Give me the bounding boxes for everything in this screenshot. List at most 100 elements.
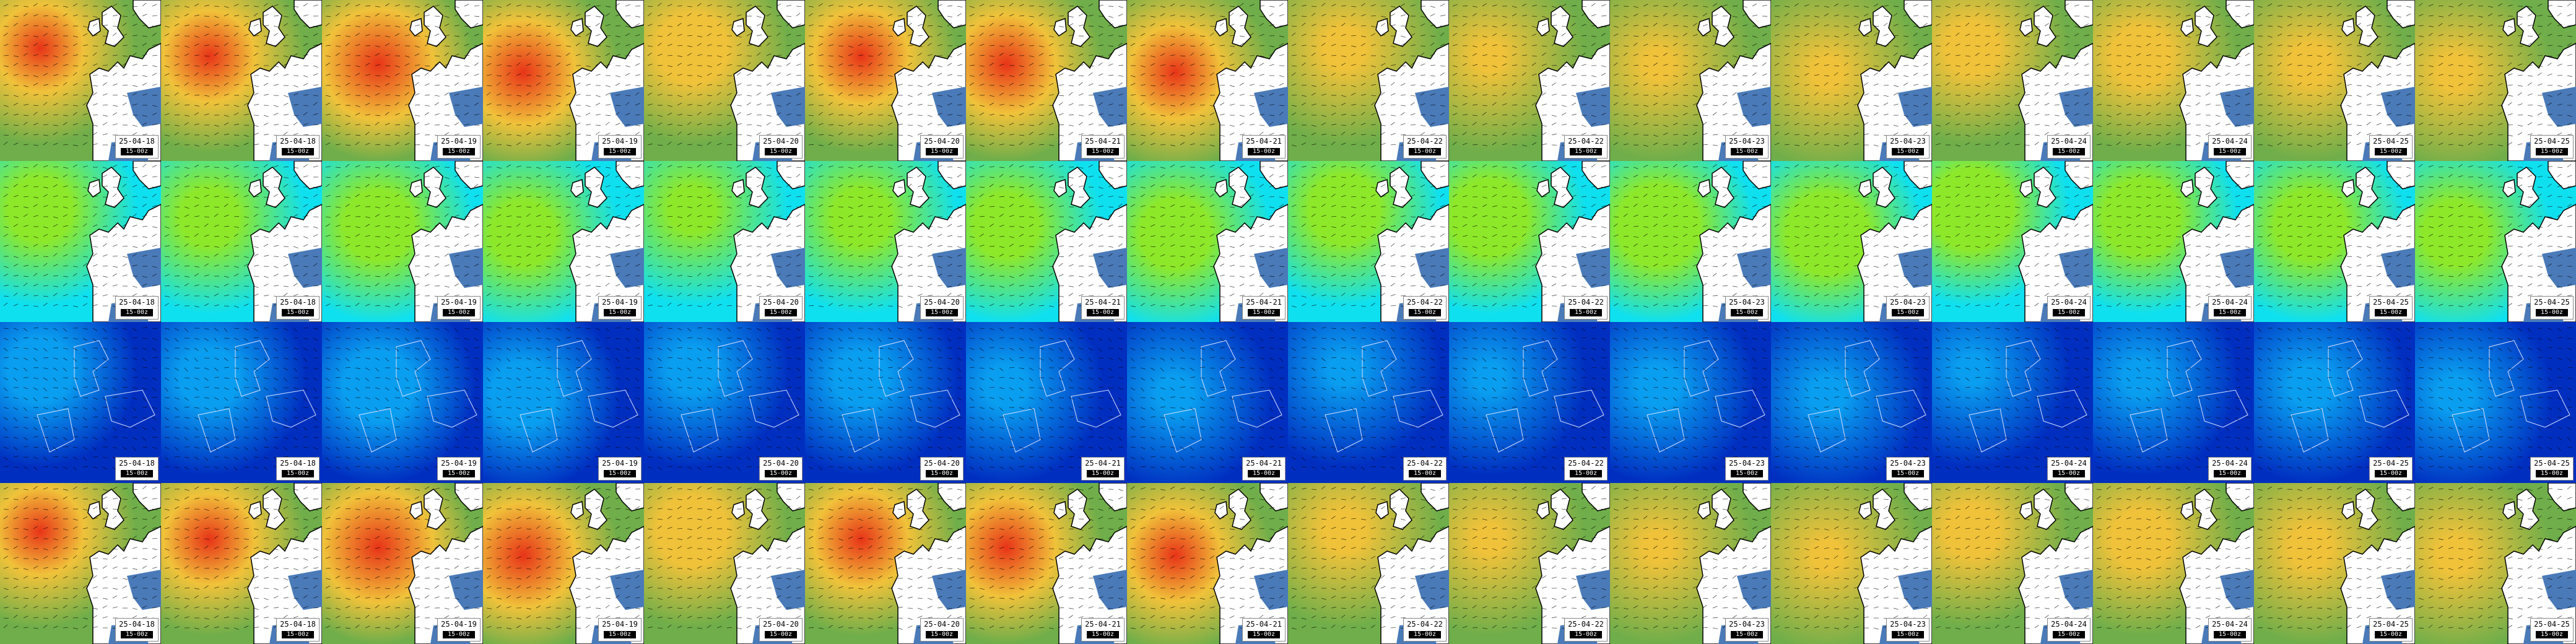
map-tile: 25-04-19 15-00z	[322, 161, 483, 322]
forecast-date: 25-04-21	[1246, 298, 1282, 307]
forecast-date: 25-04-22	[1568, 298, 1604, 307]
map-tile: 25-04-22 15-00z	[1449, 322, 1610, 483]
forecast-date: 25-04-23	[1890, 459, 1926, 468]
forecast-date: 25-04-23	[1729, 459, 1765, 468]
map-image	[1127, 322, 1288, 483]
forecast-run-label: 15-00z	[2214, 148, 2246, 155]
map-tile: 25-04-18 15-00z	[0, 161, 161, 322]
map-image	[2093, 0, 2254, 161]
map-image	[644, 483, 805, 644]
forecast-date: 25-04-20	[924, 137, 960, 146]
map-image	[0, 0, 161, 161]
map-tile: 25-04-20 15-00z	[805, 0, 966, 161]
forecast-run-label: 15-00z	[765, 470, 797, 477]
forecast-date: 25-04-25	[2534, 298, 2570, 307]
timestamp-label: 25-04-23 15-00z	[1886, 135, 1930, 159]
map-tile: 25-04-21 15-00z	[966, 0, 1127, 161]
forecast-date: 25-04-24	[2212, 137, 2248, 146]
map-tile: 25-04-20 15-00z	[805, 322, 966, 483]
forecast-date: 25-04-21	[1085, 137, 1121, 146]
map-image	[1127, 161, 1288, 322]
map-tile: 25-04-18 15-00z	[161, 0, 322, 161]
forecast-run-label: 15-00z	[2375, 148, 2407, 155]
forecast-run-label: 15-00z	[765, 631, 797, 638]
timestamp-label: 25-04-19 15-00z	[437, 135, 481, 159]
map-image	[1771, 322, 1932, 483]
forecast-run-label: 15-00z	[2214, 309, 2246, 316]
forecast-date: 25-04-25	[2534, 137, 2570, 146]
forecast-run-label: 15-00z	[282, 148, 314, 155]
forecast-run-label: 15-00z	[1409, 148, 1441, 155]
map-tile: 25-04-20 15-00z	[805, 161, 966, 322]
map-tile: 25-04-23 15-00z	[1610, 0, 1771, 161]
timestamp-label: 25-04-20 15-00z	[759, 457, 803, 481]
timestamp-label: 25-04-19 15-00z	[598, 135, 642, 159]
map-tile: 25-04-18 15-00z	[0, 322, 161, 483]
forecast-date: 25-04-23	[1890, 298, 1926, 307]
forecast-date: 25-04-20	[763, 459, 799, 468]
forecast-run-label: 15-00z	[1409, 631, 1441, 638]
timestamp-label: 25-04-24 15-00z	[2208, 296, 2252, 320]
forecast-date: 25-04-19	[602, 459, 638, 468]
map-image	[805, 161, 966, 322]
forecast-date: 25-04-19	[441, 620, 477, 629]
forecast-date: 25-04-19	[602, 620, 638, 629]
map-image	[2415, 161, 2576, 322]
forecast-date: 25-04-22	[1407, 459, 1443, 468]
forecast-run-label: 15-00z	[765, 148, 797, 155]
map-image	[2093, 322, 2254, 483]
timestamp-label: 25-04-24 15-00z	[2047, 618, 2091, 642]
map-image	[644, 0, 805, 161]
forecast-run-label: 15-00z	[604, 148, 636, 155]
map-image	[322, 0, 483, 161]
map-image	[0, 322, 161, 483]
timestamp-label: 25-04-21 15-00z	[1081, 296, 1125, 320]
map-tile: 25-04-24 15-00z	[2093, 161, 2254, 322]
map-tile: 25-04-18 15-00z	[161, 161, 322, 322]
forecast-date: 25-04-20	[924, 459, 960, 468]
timestamp-label: 25-04-22 15-00z	[1564, 296, 1608, 320]
forecast-run-label: 15-00z	[2053, 631, 2085, 638]
forecast-date: 25-04-18	[280, 298, 316, 307]
forecast-run-label: 15-00z	[121, 148, 153, 155]
forecast-date: 25-04-21	[1246, 459, 1282, 468]
map-tile: 25-04-25 15-00z	[2254, 0, 2415, 161]
forecast-run-label: 15-00z	[1248, 148, 1280, 155]
map-image	[483, 483, 644, 644]
map-image	[1449, 483, 1610, 644]
map-tile: 25-04-22 15-00z	[1449, 161, 1610, 322]
timestamp-label: 25-04-22 15-00z	[1403, 618, 1447, 642]
forecast-run-label: 15-00z	[1570, 470, 1602, 477]
map-image	[1932, 322, 2093, 483]
map-tile: 25-04-24 15-00z	[2093, 0, 2254, 161]
map-tile: 25-04-23 15-00z	[1771, 0, 1932, 161]
forecast-date: 25-04-22	[1568, 620, 1604, 629]
forecast-date: 25-04-21	[1246, 620, 1282, 629]
map-tile: 25-04-21 15-00z	[1127, 322, 1288, 483]
forecast-run-label: 15-00z	[121, 309, 153, 316]
map-tile: 25-04-24 15-00z	[2093, 322, 2254, 483]
map-tile: 25-04-20 15-00z	[644, 483, 805, 644]
forecast-run-label: 15-00z	[443, 631, 475, 638]
forecast-run-label: 15-00z	[1248, 309, 1280, 316]
map-tile: 25-04-25 15-00z	[2415, 322, 2576, 483]
map-tile: 25-04-23 15-00z	[1771, 483, 1932, 644]
map-image	[966, 322, 1127, 483]
map-image	[805, 483, 966, 644]
forecast-date: 25-04-20	[763, 620, 799, 629]
map-tile: 25-04-18 15-00z	[161, 483, 322, 644]
map-tile: 25-04-25 15-00z	[2415, 161, 2576, 322]
forecast-date: 25-04-23	[1890, 137, 1926, 146]
forecast-date: 25-04-25	[2534, 620, 2570, 629]
map-tile: 25-04-22 15-00z	[1288, 0, 1449, 161]
map-tile: 25-04-23 15-00z	[1610, 161, 1771, 322]
forecast-date: 25-04-25	[2534, 459, 2570, 468]
map-tile: 25-04-25 15-00z	[2254, 483, 2415, 644]
map-image	[1288, 322, 1449, 483]
map-tile: 25-04-24 15-00z	[1932, 161, 2093, 322]
map-tile: 25-04-19 15-00z	[483, 161, 644, 322]
map-image	[966, 0, 1127, 161]
timestamp-label: 25-04-18 15-00z	[115, 618, 159, 642]
forecast-run-label: 15-00z	[2536, 631, 2568, 638]
timestamp-label: 25-04-22 15-00z	[1403, 457, 1447, 481]
